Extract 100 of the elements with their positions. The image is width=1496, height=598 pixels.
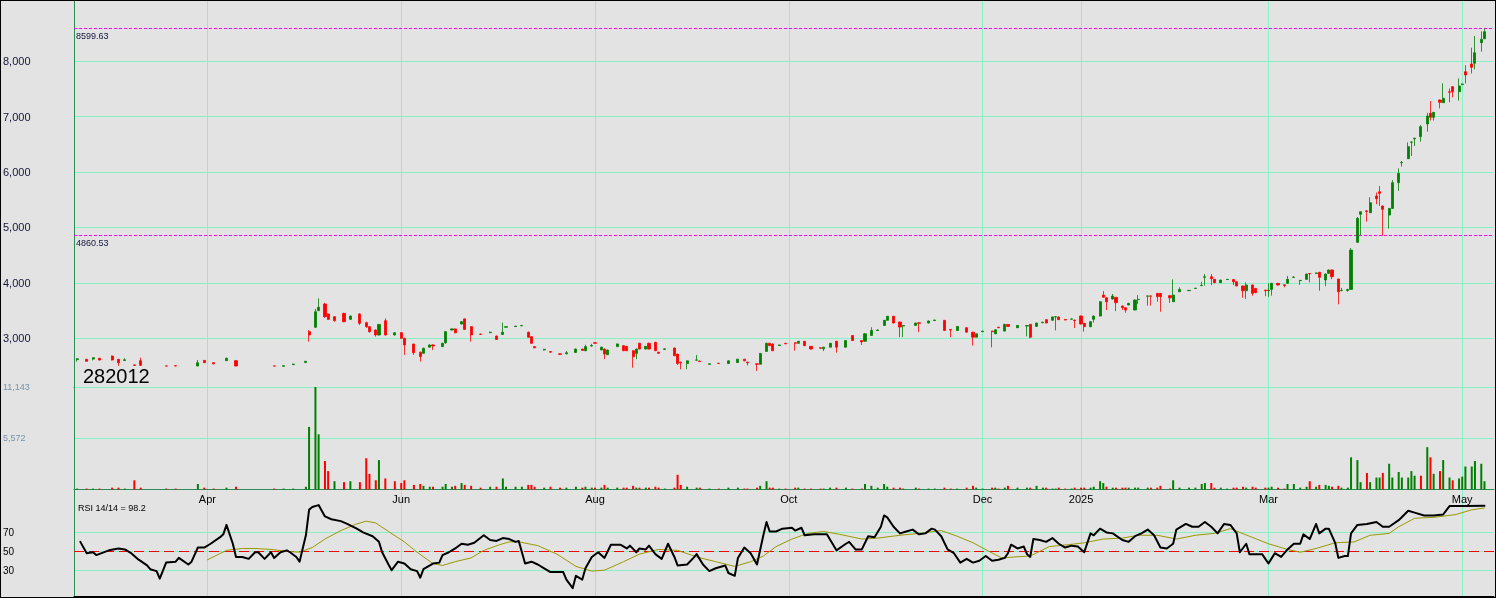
bar — [520, 486, 523, 490]
candlestick — [1299, 279, 1302, 286]
candlestick — [1073, 319, 1076, 329]
y-tick-label: 70 — [3, 526, 15, 538]
candlestick — [463, 317, 466, 331]
y-tick-label: 7,000 — [3, 110, 31, 123]
candlestick — [914, 322, 917, 327]
candlestick — [1149, 295, 1152, 307]
candlestick — [1114, 296, 1118, 312]
candlestick — [994, 329, 997, 335]
candlestick — [616, 343, 619, 348]
bar — [1292, 483, 1295, 490]
bar — [1464, 466, 1467, 490]
candlestick — [358, 312, 361, 326]
bar — [374, 480, 377, 490]
candlestick — [368, 325, 371, 334]
candlestick — [450, 327, 454, 331]
bar — [1432, 473, 1435, 490]
candlestick — [1276, 282, 1280, 286]
y-tick-label: 50 — [3, 545, 15, 557]
bar — [759, 485, 762, 490]
candlestick — [1219, 279, 1222, 284]
candlestick — [1064, 318, 1067, 321]
candlestick — [794, 342, 797, 352]
bar — [549, 486, 552, 490]
bar — [1429, 457, 1432, 490]
candlestick — [1458, 78, 1461, 102]
bar — [1439, 471, 1441, 490]
candlestick — [1264, 289, 1267, 297]
candlestick — [225, 357, 228, 362]
candlestick — [797, 340, 800, 344]
x-tick-label: Mar — [1258, 493, 1279, 505]
y-tick-label: 3,000 — [3, 332, 31, 345]
annotation: RSI 14/14 = 98.2 — [78, 502, 146, 513]
bar — [1473, 460, 1476, 490]
candlestick — [419, 351, 422, 362]
candlestick — [1254, 287, 1257, 294]
candlestick — [365, 321, 368, 329]
candlestick — [768, 342, 771, 347]
bar — [358, 482, 361, 490]
candlestick — [489, 331, 492, 334]
line-series — [206, 507, 1485, 572]
bar — [1458, 478, 1461, 490]
candlestick — [1305, 273, 1308, 281]
bar — [317, 434, 320, 490]
candlestick — [654, 341, 657, 352]
bar — [314, 387, 317, 490]
candlestick — [1448, 88, 1451, 103]
candlestick — [342, 312, 346, 323]
candlestick — [1340, 287, 1343, 292]
candlestick — [117, 358, 120, 367]
candlestick — [717, 362, 720, 365]
candlestick — [514, 325, 517, 328]
candlestick — [212, 361, 215, 365]
bar — [1172, 480, 1175, 490]
bar — [533, 486, 536, 490]
bar — [333, 481, 336, 490]
candlestick — [1124, 306, 1127, 314]
bar — [1419, 475, 1422, 490]
bar — [1388, 463, 1391, 490]
candlestick — [1025, 324, 1029, 337]
candlestick — [644, 345, 647, 350]
bar — [1035, 485, 1038, 490]
candlestick — [647, 342, 651, 350]
candlestick — [1127, 302, 1130, 306]
ref-line-label: 8599.63 — [76, 30, 109, 41]
candlestick — [133, 363, 136, 367]
candlestick — [686, 360, 689, 370]
candlestick — [1016, 324, 1019, 329]
candlestick — [736, 358, 739, 364]
candlestick — [1146, 295, 1149, 307]
candlestick — [377, 323, 381, 336]
bar — [1397, 472, 1400, 490]
candlestick — [809, 345, 813, 350]
candlestick — [997, 326, 1000, 329]
bar — [377, 460, 380, 490]
candlestick — [1365, 209, 1368, 223]
candlestick — [1432, 111, 1435, 121]
candlestick — [1292, 275, 1295, 279]
bar — [403, 480, 406, 490]
candlestick — [1111, 293, 1114, 300]
candlestick — [374, 329, 377, 338]
bar — [412, 484, 415, 490]
candlestick — [625, 345, 628, 352]
candlestick — [1213, 278, 1216, 284]
bar — [384, 478, 387, 490]
bar — [886, 486, 889, 490]
candlestick — [533, 345, 536, 349]
bar — [1426, 447, 1429, 490]
candlestick — [981, 330, 984, 333]
bar — [1413, 475, 1416, 490]
candlestick — [308, 329, 311, 343]
x-tick-label: 2025 — [1068, 493, 1094, 505]
candlestick — [829, 342, 832, 348]
candlestick — [956, 325, 959, 332]
candlestick — [1397, 167, 1400, 192]
candlestick — [863, 332, 867, 343]
bar — [489, 486, 492, 490]
candlestick — [520, 324, 523, 327]
candlestick — [657, 351, 660, 355]
